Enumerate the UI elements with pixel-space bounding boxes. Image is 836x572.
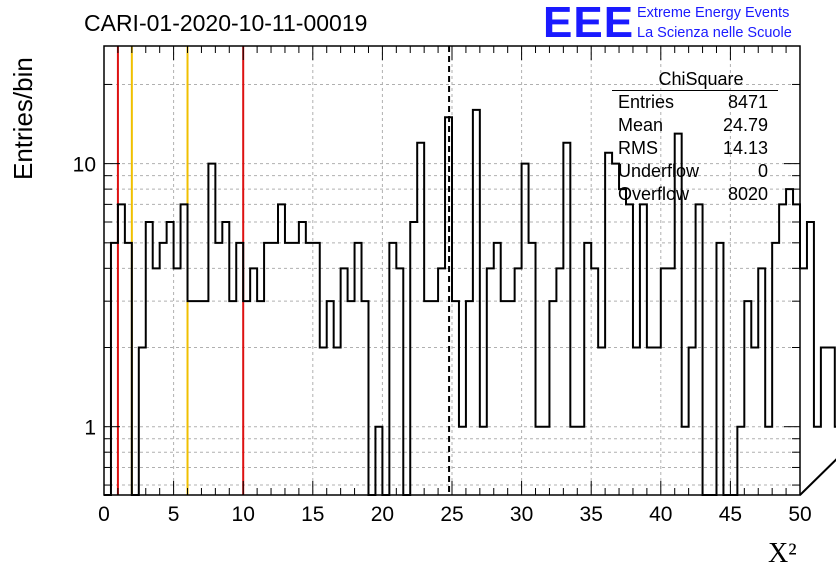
x-tick-label: 15 xyxy=(301,503,324,526)
stats-row-overflow: Overflow 8020 xyxy=(612,183,778,206)
stats-value: 8471 xyxy=(727,92,768,112)
x-tick-label: 40 xyxy=(649,503,672,526)
x-axis-label: X² xyxy=(768,538,797,569)
y-tick-label: 1 xyxy=(84,417,96,440)
stats-value: 8020 xyxy=(727,184,768,204)
y-tick-label: 10 xyxy=(73,154,96,177)
x-tick-label: 35 xyxy=(580,503,603,526)
stats-row-entries: Entries 8471 xyxy=(612,91,778,114)
x-tick-label: 20 xyxy=(371,503,394,526)
logo-line-1: Extreme Energy Events xyxy=(637,5,790,21)
x-tick-label: 0 xyxy=(98,503,110,526)
stats-box: ChiSquare Entries 8471 Mean 24.79 RMS 14… xyxy=(612,68,778,206)
x-tick-label: 10 xyxy=(232,503,255,526)
stats-row-mean: Mean 24.79 xyxy=(612,114,778,137)
histogram-series xyxy=(104,108,836,496)
stats-title: ChiSquare xyxy=(612,68,778,91)
x-tick-label: 5 xyxy=(168,503,180,526)
x-tick-label: 25 xyxy=(440,503,463,526)
stats-label: Mean xyxy=(618,115,664,135)
stats-row-underflow: Underflow 0 xyxy=(612,160,778,183)
stats-label: RMS xyxy=(618,138,658,158)
axis-ticks xyxy=(103,46,801,495)
marker-lines xyxy=(116,46,451,495)
logo-mark: EEE xyxy=(543,0,635,47)
y-axis-label: Entries/bin xyxy=(8,57,38,180)
stats-value: 0 xyxy=(757,161,768,181)
x-tick-label: 50 xyxy=(788,503,811,526)
chart-title: CARI-01-2020-10-11-00019 xyxy=(84,10,368,36)
eee-logo: EEE Extreme Energy Events La Scienza nel… xyxy=(543,0,833,47)
x-tick-label: 30 xyxy=(510,503,533,526)
stats-label: Underflow xyxy=(618,161,700,181)
stats-value: 24.79 xyxy=(722,115,768,135)
stats-row-rms: RMS 14.13 xyxy=(612,137,778,160)
logo-line-2: La Scienza nelle Scuole xyxy=(637,25,792,41)
axis-tick-labels: 0 5 10 15 20 25 30 35 40 45 50 1 10 xyxy=(73,154,812,526)
x-tick-label: 45 xyxy=(719,503,742,526)
stats-label: Overflow xyxy=(618,184,690,204)
stats-value: 14.13 xyxy=(722,138,768,158)
stats-label: Entries xyxy=(618,92,675,112)
